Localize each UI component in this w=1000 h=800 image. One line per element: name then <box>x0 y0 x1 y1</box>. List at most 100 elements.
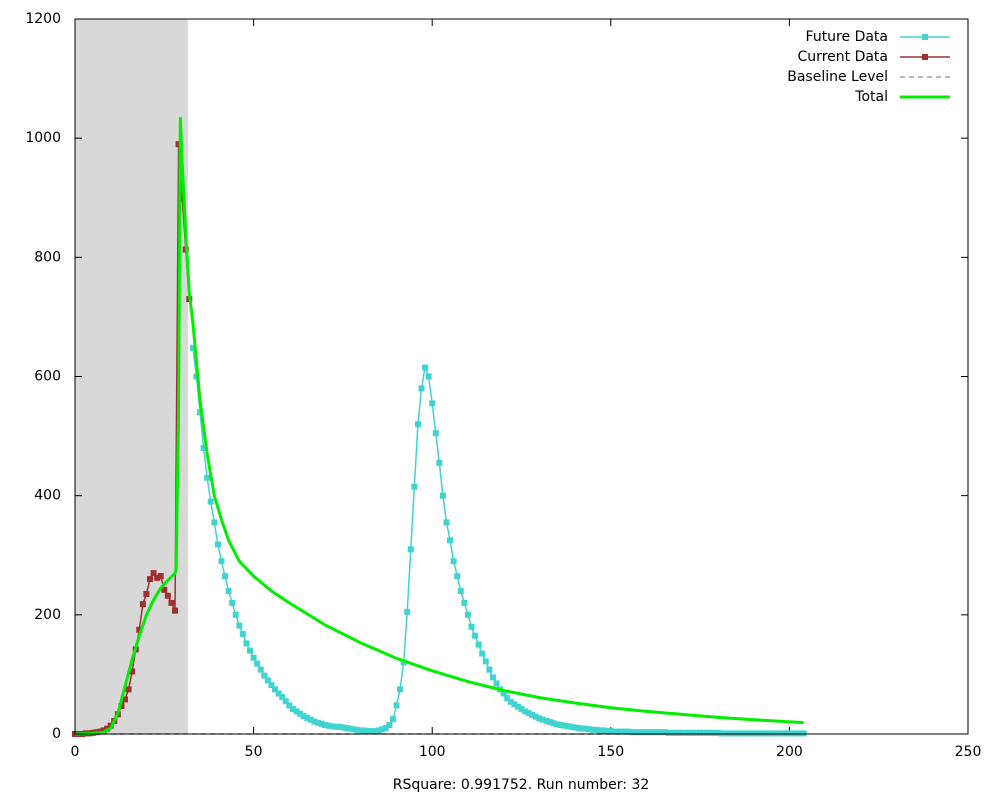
data-point <box>189 344 196 351</box>
data-point <box>332 723 339 730</box>
data-point <box>279 694 286 701</box>
data-point <box>561 722 568 729</box>
data-point <box>707 729 714 736</box>
legend-label: Current Data <box>798 49 888 65</box>
data-point <box>457 588 464 594</box>
data-point <box>125 686 132 693</box>
data-point <box>647 729 654 736</box>
y-tick-label: 800 <box>34 249 61 265</box>
data-point <box>336 723 343 730</box>
data-point <box>668 729 675 736</box>
x-tick-label: 250 <box>955 744 982 760</box>
data-point <box>664 729 671 736</box>
legend-label: Future Data <box>806 29 888 45</box>
data-point <box>293 708 300 715</box>
data-point <box>379 726 386 733</box>
data-point <box>625 728 632 735</box>
data-point <box>164 592 171 599</box>
data-point <box>143 590 150 597</box>
data-point <box>493 680 500 687</box>
data-point <box>725 730 732 737</box>
x-tick-label: 0 <box>71 744 80 760</box>
data-point <box>482 658 489 665</box>
legend-marker <box>922 54 928 60</box>
data-point <box>268 682 275 689</box>
data-point <box>689 729 696 736</box>
data-point <box>297 710 304 717</box>
data-point <box>239 630 246 637</box>
data-point <box>318 720 325 727</box>
data-point <box>243 640 250 647</box>
data-point <box>436 459 443 466</box>
data-point <box>207 498 214 505</box>
y-tick-label: 400 <box>34 488 61 504</box>
data-point <box>454 573 461 580</box>
data-point <box>575 725 582 732</box>
data-point <box>797 730 804 737</box>
data-point <box>286 702 293 709</box>
x-tick-label: 100 <box>419 744 446 760</box>
data-point <box>254 660 261 667</box>
series-line <box>74 117 804 736</box>
data-point <box>175 141 182 148</box>
data-point <box>568 723 575 730</box>
data-point <box>764 730 771 737</box>
data-point <box>464 611 471 618</box>
data-point <box>275 690 282 697</box>
data-point <box>118 702 125 709</box>
data-point <box>639 729 646 736</box>
data-point <box>100 727 107 734</box>
data-point <box>611 728 618 735</box>
data-point <box>532 713 539 720</box>
data-point <box>361 727 368 734</box>
data-point <box>618 728 625 735</box>
data-point <box>236 622 243 629</box>
data-point <box>529 711 536 718</box>
data-point <box>682 729 689 736</box>
data-point <box>232 611 239 618</box>
y-tick-label: 0 <box>52 726 61 742</box>
data-point <box>168 599 175 606</box>
highlight-region <box>75 19 188 734</box>
data-point <box>350 726 357 733</box>
data-point <box>282 698 289 705</box>
data-point <box>364 728 371 735</box>
data-point <box>597 727 604 734</box>
data-point <box>204 474 211 481</box>
data-point <box>472 632 479 639</box>
data-point <box>407 546 414 553</box>
data-point <box>600 727 607 734</box>
data-point <box>147 576 154 583</box>
data-point <box>589 726 596 733</box>
data-point <box>789 730 796 737</box>
data-point <box>772 730 779 737</box>
data-point <box>636 729 643 736</box>
data-point <box>697 729 704 736</box>
data-point <box>150 570 157 577</box>
data-point <box>429 400 436 407</box>
data-point <box>161 586 168 593</box>
data-point <box>736 730 743 737</box>
data-point <box>211 519 218 526</box>
data-point <box>214 541 221 548</box>
data-point <box>411 483 418 490</box>
data-point <box>425 373 432 380</box>
data-point <box>461 599 468 606</box>
data-point <box>322 722 329 729</box>
data-point <box>479 650 486 657</box>
data-point <box>718 730 725 737</box>
data-point <box>572 724 579 731</box>
legend-label: Baseline Level <box>787 69 888 85</box>
data-point <box>225 588 232 594</box>
data-point <box>418 385 425 392</box>
data-point <box>743 730 750 737</box>
data-point <box>200 445 207 451</box>
x-tick-label: 150 <box>597 744 624 760</box>
data-point <box>354 726 361 733</box>
x-tick-label: 50 <box>245 744 263 760</box>
data-point <box>375 727 382 734</box>
data-point <box>304 714 311 721</box>
data-point <box>629 729 636 736</box>
data-point <box>582 725 589 732</box>
data-point <box>704 729 711 736</box>
